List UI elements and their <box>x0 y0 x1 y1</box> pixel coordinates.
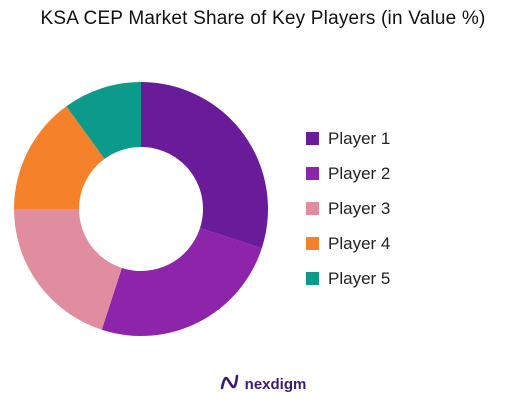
legend-item-2: Player 2 <box>306 156 390 191</box>
legend-swatch <box>306 132 319 145</box>
legend-label: Player 2 <box>328 163 391 183</box>
donut-slice-3 <box>14 209 122 330</box>
legend-label: Player 4 <box>328 233 391 253</box>
donut-slice-1 <box>141 82 268 249</box>
legend-label: Player 3 <box>328 198 391 218</box>
legend-swatch <box>306 272 319 285</box>
nexdigm-logo-icon <box>220 374 240 395</box>
legend-label: Player 5 <box>328 268 391 288</box>
brand-logo: nexdigm <box>220 374 307 395</box>
legend-item-3: Player 3 <box>306 191 390 226</box>
legend-swatch <box>306 167 319 180</box>
donut-slice-2 <box>101 228 262 336</box>
legend-item-5: Player 5 <box>306 261 390 296</box>
brand-name: nexdigm <box>244 376 307 393</box>
legend-item-4: Player 4 <box>306 226 390 261</box>
legend-label: Player 1 <box>328 128 391 148</box>
legend-swatch <box>306 202 319 215</box>
donut-slice-5 <box>66 82 141 159</box>
chart-legend: Player 1 Player 2 Player 3 Player 4 Player 5 <box>306 121 390 296</box>
legend-item-1: Player 1 <box>306 121 390 156</box>
legend-swatch <box>306 237 319 250</box>
chart-title: KSA CEP Market Share of Key Players (in … <box>40 8 486 29</box>
donut-slice-4 <box>14 106 105 209</box>
brand-footer: nexdigm <box>0 374 526 395</box>
